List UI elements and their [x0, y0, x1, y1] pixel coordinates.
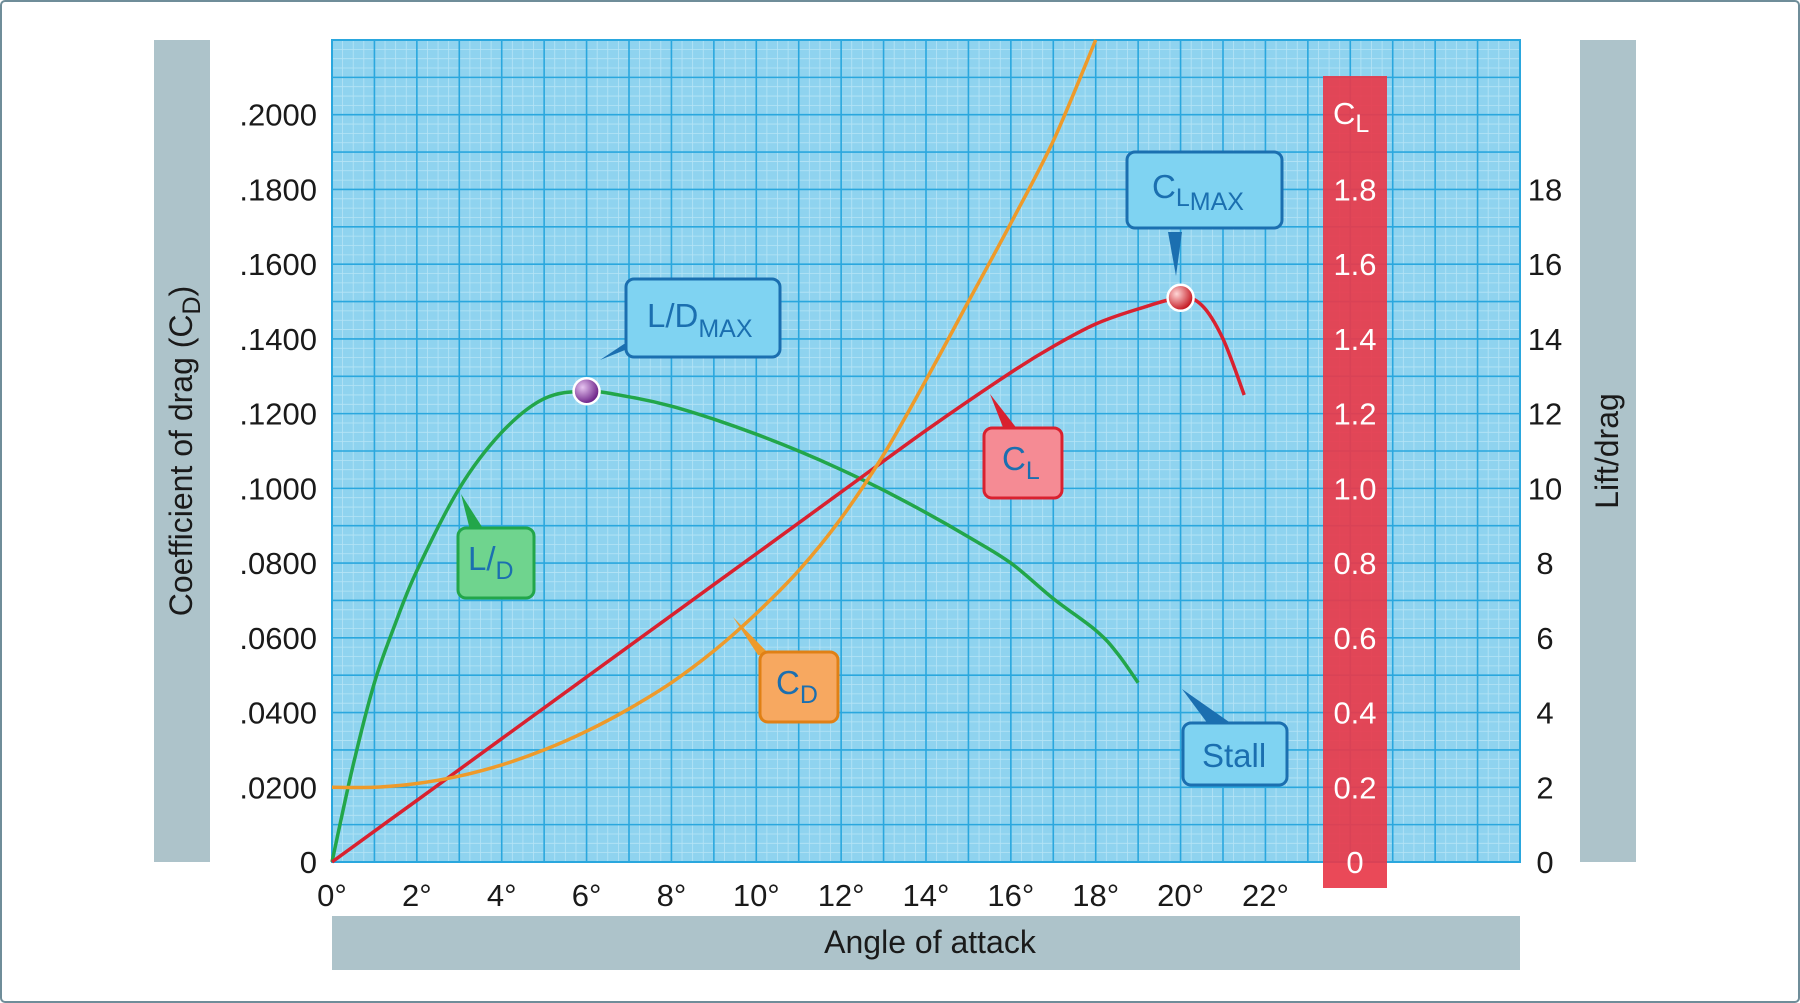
- x-tick-label: 10°: [733, 878, 780, 913]
- y-right-tick-label: 8: [1536, 546, 1553, 581]
- y-cl-tick-label: 1.8: [1333, 172, 1376, 207]
- x-tick-label: 4°: [487, 878, 517, 913]
- callout-cl-pointer: [990, 394, 1018, 430]
- right-axis-bar: [1580, 40, 1636, 862]
- y-left-tick-label: .0200: [239, 770, 317, 805]
- series-ld-line: [330, 389, 1140, 863]
- svg-text:CD: CD: [776, 664, 818, 709]
- y-right-tick-label: 18: [1528, 172, 1562, 207]
- y-cl-tick-label: 0.4: [1333, 696, 1376, 731]
- callout-ld-pointer: [461, 494, 484, 530]
- callout-ld-max: L/DMAX: [600, 277, 782, 360]
- callout-cl-max-pointer: [1168, 232, 1182, 276]
- x-axis-bar: [332, 916, 1520, 970]
- y-left-tick-label: .2000: [239, 98, 317, 133]
- x-axis-title: Angle of attack: [824, 924, 1037, 960]
- y-left-tick-label: .1600: [239, 247, 317, 282]
- y-right-tick-label: 2: [1536, 770, 1553, 805]
- x-tick-label: 14°: [903, 878, 950, 913]
- x-tick-label: 8°: [657, 878, 687, 913]
- y-left-tick-label: .0800: [239, 546, 317, 581]
- y-left-tick-label: 0: [300, 845, 317, 880]
- y-left-tick-label: .0600: [239, 621, 317, 656]
- callout-ld: L/D: [456, 494, 536, 600]
- y-right-tick-label: 4: [1536, 696, 1553, 731]
- x-tick-label: 0°: [317, 878, 347, 913]
- y-left-tick-label: .1400: [239, 322, 317, 357]
- y-right-tick-labels: 0 2 4 6 8 10 12 14 16 18: [1528, 172, 1562, 880]
- y-left-tick-label: .1800: [239, 172, 317, 207]
- y-cl-tick-label: 0.8: [1333, 546, 1376, 581]
- cl-axis-title: CL: [1333, 96, 1369, 138]
- y-right-tick-label: 0: [1536, 845, 1553, 880]
- y-axis-left-title: Coefficient of drag (CD): [163, 286, 206, 617]
- callout-cd-pointer: [733, 617, 770, 655]
- y-cl-tick-labels: 0 0.2 0.4 0.6 0.8 1.0 1.2 1.4 1.6 1.8: [1333, 172, 1376, 880]
- y-axis-right-title: Lift/drag: [1589, 393, 1625, 509]
- y-cl-tick-label: 0.6: [1333, 621, 1376, 656]
- x-tick-label: 22°: [1242, 878, 1289, 913]
- x-tick-labels: 0° 2° 4° 6° 8° 10° 12° 14° 16° 18° 20° 22°: [317, 878, 1289, 913]
- cl-max-marker: [1166, 283, 1195, 313]
- y-cl-tick-label: 0: [1346, 845, 1363, 880]
- y-left-tick-labels: 0 .0200 .0400 .0600 .0800 .1000 .1200 .1400 .160…: [239, 98, 317, 880]
- y-left-tick-label: .0400: [239, 696, 317, 731]
- y-cl-tick-label: 1.6: [1333, 247, 1376, 282]
- svg-text:L/D: L/D: [468, 540, 514, 585]
- svg-text:CLMAX: CLMAX: [1152, 168, 1244, 216]
- y-right-tick-label: 14: [1528, 322, 1562, 357]
- x-tick-label: 6°: [572, 878, 602, 913]
- x-tick-label: 20°: [1157, 878, 1204, 913]
- callout-stall-pointer: [1182, 689, 1232, 724]
- y-right-tick-label: 10: [1528, 471, 1562, 506]
- callout-stall: Stall: [1181, 689, 1289, 787]
- callout-cd: CD: [733, 617, 840, 724]
- svg-text:CL: CL: [1002, 440, 1040, 485]
- left-axis-bar: [154, 40, 210, 862]
- ld-max-marker: [572, 376, 601, 406]
- cl-axis-band: [1323, 76, 1387, 888]
- svg-text:Stall: Stall: [1202, 737, 1266, 774]
- y-right-tick-label: 6: [1536, 621, 1553, 656]
- plot-border: [331, 39, 1521, 863]
- x-tick-label: 2°: [402, 878, 432, 913]
- y-right-tick-label: 16: [1528, 247, 1562, 282]
- y-left-tick-label: .1200: [239, 397, 317, 432]
- y-right-tick-label: 12: [1528, 397, 1562, 432]
- y-cl-tick-label: 1.4: [1333, 322, 1376, 357]
- series-cd-line: [331, 39, 1098, 790]
- svg-text:L/DMAX: L/DMAX: [647, 297, 753, 343]
- y-cl-tick-label: 0.2: [1333, 770, 1376, 805]
- y-cl-tick-label: 1.0: [1333, 471, 1376, 506]
- y-cl-tick-label: 1.2: [1333, 397, 1376, 432]
- x-tick-label: 18°: [1072, 878, 1119, 913]
- callout-cl-max: CLMAX: [1125, 150, 1284, 276]
- x-tick-label: 12°: [818, 878, 865, 913]
- x-tick-label: 16°: [987, 878, 1034, 913]
- callout-cl: CL: [982, 394, 1064, 500]
- y-left-tick-label: .1000: [239, 471, 317, 506]
